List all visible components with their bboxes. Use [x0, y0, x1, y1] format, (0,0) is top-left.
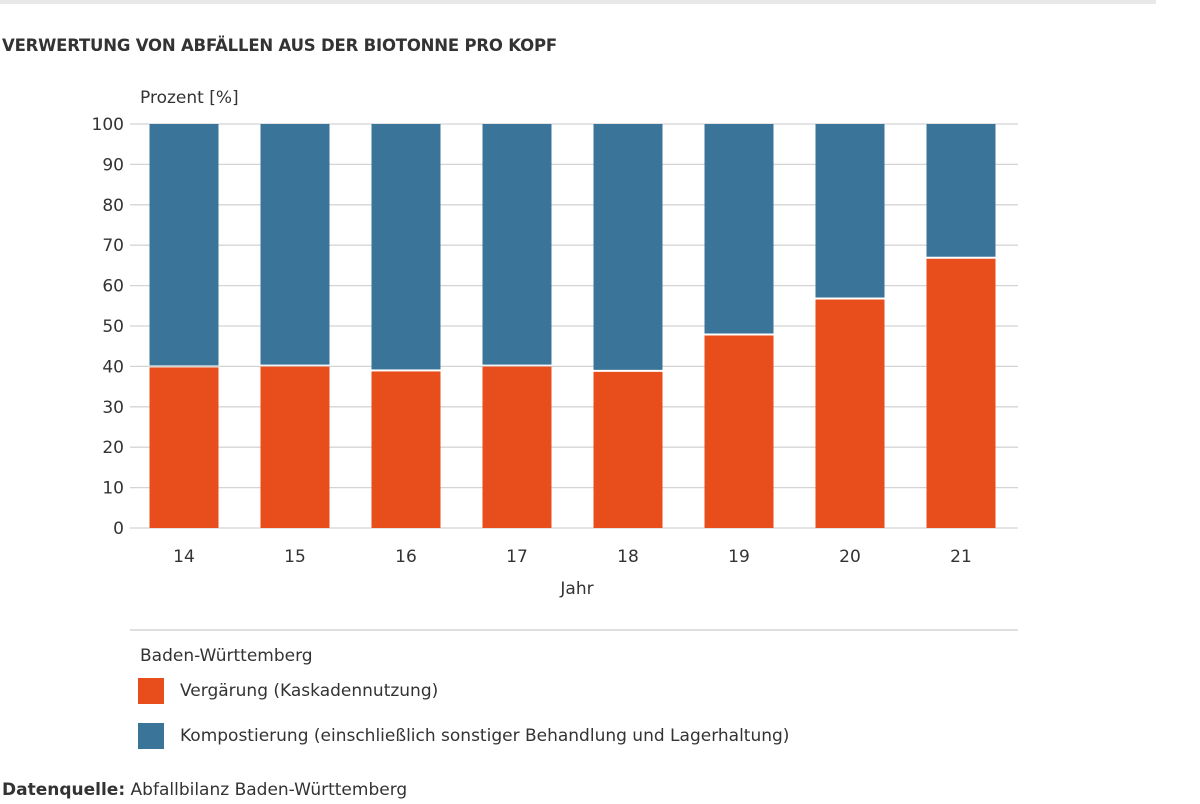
top-border	[0, 0, 1156, 4]
y-tick-label: 60	[102, 277, 124, 297]
bar-vergaerung	[926, 258, 996, 528]
bar-kompostierung	[926, 124, 996, 257]
x-tick-label: 20	[839, 547, 861, 567]
bar-vergaerung	[260, 366, 330, 528]
legend-item-vergaerung: Vergärung (Kaskadennutzung)	[138, 678, 438, 704]
bar-vergaerung	[704, 335, 774, 528]
legend-title: Baden-Württemberg	[140, 646, 313, 666]
y-tick-label: 40	[102, 357, 124, 377]
bar-vergaerung	[815, 299, 885, 528]
y-tick-label: 90	[102, 155, 124, 175]
x-tick-label: 17	[506, 547, 528, 567]
y-tick-label: 30	[102, 398, 124, 418]
bar-vergaerung	[482, 366, 552, 528]
x-tick-label: 14	[173, 547, 195, 567]
bar-kompostierung	[593, 124, 663, 370]
chart-title: VERWERTUNG VON ABFÄLLEN AUS DER BIOTONNE…	[2, 36, 557, 55]
bar-vergaerung	[371, 371, 441, 528]
x-tick-label: 18	[617, 547, 639, 567]
y-tick-label: 20	[102, 438, 124, 458]
y-axis-label: Prozent [%]	[140, 88, 239, 108]
bar-kompostierung	[371, 124, 441, 370]
legend-label: Kompostierung (einschließlich sonstiger …	[180, 726, 790, 746]
legend-swatch-orange	[138, 678, 164, 704]
legend-swatch-blue	[138, 723, 164, 749]
x-tick-label: 16	[395, 547, 417, 567]
bar-kompostierung	[260, 124, 330, 365]
y-tick-label: 80	[102, 196, 124, 216]
y-tick-label: 70	[102, 236, 124, 256]
bar-kompostierung	[815, 124, 885, 298]
y-tick-label: 100	[92, 115, 124, 135]
bar-kompostierung	[149, 124, 219, 366]
y-tick-label: 10	[102, 479, 124, 499]
legend-item-kompostierung: Kompostierung (einschließlich sonstiger …	[138, 723, 789, 749]
legend-label: Vergärung (Kaskadennutzung)	[180, 681, 439, 701]
x-tick-label: 15	[284, 547, 306, 567]
x-axis-label: Jahr	[559, 579, 593, 599]
data-source: Datenquelle: Abfallbilanz Baden-Württemb…	[2, 780, 407, 800]
bar-kompostierung	[704, 124, 774, 334]
x-tick-label: 21	[950, 547, 972, 567]
bar-vergaerung	[593, 371, 663, 528]
source-text: Abfallbilanz Baden-Württemberg	[130, 780, 408, 800]
y-tick-label: 0	[113, 519, 124, 539]
source-label: Datenquelle:	[2, 780, 126, 800]
bar-vergaerung	[149, 367, 219, 528]
bar-kompostierung	[482, 124, 552, 365]
x-tick-label: 19	[728, 547, 750, 567]
y-tick-label: 50	[102, 317, 124, 337]
